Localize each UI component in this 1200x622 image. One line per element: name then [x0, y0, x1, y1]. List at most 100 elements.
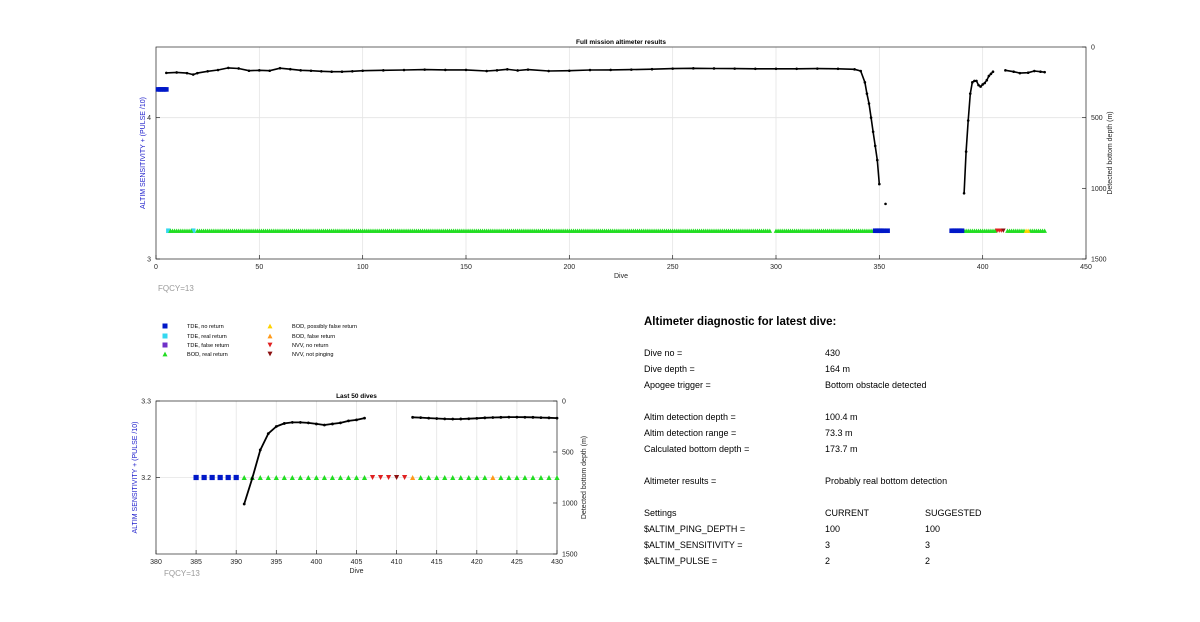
last50-marker-bod_real_return: [305, 475, 311, 480]
last50-marker-bod_real_return: [522, 475, 528, 480]
last50-marker-nvv_not_pinging: [394, 475, 400, 480]
settings-suggested: 100: [925, 524, 941, 534]
legend-label: BOD, false return: [292, 334, 335, 340]
full-depth-point: [966, 119, 970, 122]
last50-xtick-label: 425: [511, 559, 523, 566]
last50-marker-bod_real_return: [482, 475, 488, 480]
last50-marker-bod_real_return: [538, 475, 544, 480]
last50-depth-point: [427, 416, 431, 420]
last50-marker-bod_real_return: [546, 475, 552, 480]
last50-xtick-label: 395: [270, 559, 282, 566]
full-depth-point: [423, 68, 426, 71]
settings-header-label: Settings: [644, 508, 677, 518]
full-depth-point: [795, 67, 798, 71]
diagnostic-label: Dive depth =: [644, 364, 695, 374]
last50-marker-bod_real_return: [418, 475, 424, 480]
full-depth-point: [506, 68, 509, 71]
full-ytick-right-label: 500: [1091, 115, 1103, 122]
last50-depth-point: [266, 432, 270, 436]
full-depth-point: [989, 72, 993, 76]
last50-marker-bod_real_return: [265, 475, 271, 480]
last50-depth-point: [507, 415, 511, 419]
diagnostic-value: Probably real bottom detection: [825, 476, 948, 486]
full-xtick-label: 250: [667, 264, 679, 271]
full-depth-point: [836, 67, 840, 71]
full-depth-point: [289, 67, 292, 71]
last50-depth-point: [298, 421, 302, 424]
full-depth-point: [983, 81, 987, 85]
last50-marker-bod_real_return: [458, 475, 464, 480]
full-marker-nvv_not_pinging: [1001, 228, 1006, 233]
full-depth-point: [871, 130, 875, 134]
fqcy-label-bottom: FQCY=13: [164, 569, 200, 578]
full-depth-point: [977, 83, 980, 87]
legend-marker-1: [162, 333, 168, 339]
full-marker-tde_no_return: [885, 228, 890, 234]
full-ytick-right-label: 1500: [1091, 257, 1107, 264]
last50-depth-point: [315, 422, 318, 426]
full-marker-tde_no_return: [881, 228, 886, 234]
full-depth-point: [859, 69, 863, 73]
diagnostic-label: Apogee trigger =: [644, 380, 711, 390]
full-depth-line: [166, 67, 881, 185]
last50-marker-bod_real_return: [474, 475, 480, 480]
full-depth-point: [309, 69, 313, 73]
last50-marker-bod_real_return: [329, 475, 336, 480]
legend-marker-4: [267, 323, 273, 329]
last50-depth-point: [547, 416, 551, 420]
last50-marker-bod_real_return: [321, 475, 328, 480]
full-depth-point: [987, 74, 991, 78]
full-depth-point: [268, 69, 271, 73]
full-xtick-label: 400: [977, 264, 989, 271]
full-depth-point: [320, 70, 323, 73]
legend-label: BOD, possibly false return: [292, 324, 357, 330]
last50-depth-line: [243, 417, 365, 505]
diagnostic-label: Altimeter results =: [644, 476, 717, 486]
last50-depth-point: [290, 421, 294, 424]
full-depth-point: [547, 69, 550, 73]
full-xtick-label: 50: [255, 264, 263, 271]
last50-xtick-label: 415: [431, 559, 443, 566]
full-depth-point: [526, 68, 530, 71]
full-depth-point: [1026, 71, 1030, 75]
full-xtick-label: 350: [873, 264, 885, 271]
fqcy-label-top: FQCY=13: [158, 284, 194, 293]
last50-marker-bod_real_return: [426, 475, 432, 480]
diagnostic-label: Altim detection range =: [644, 428, 737, 438]
full-depth-point: [878, 182, 881, 186]
full-depth-point: [1043, 70, 1046, 74]
full-plot-border: [155, 46, 1087, 260]
full-depth-point: [968, 92, 972, 95]
full-depth-point: [237, 67, 240, 70]
full-depth-point: [351, 70, 354, 73]
full-marker-bod_possibly_false: [1025, 228, 1031, 233]
last50-depth-point: [258, 448, 262, 452]
last50-marker-bod_real_return: [506, 475, 512, 480]
full-xtick-label: 200: [563, 264, 575, 271]
full-xlabel: Dive: [614, 273, 628, 280]
last50-depth-point: [523, 415, 527, 419]
last50-xtick-label: 400: [311, 559, 323, 566]
full-depth-point: [330, 70, 333, 74]
full-depth-point: [485, 69, 488, 73]
last50-marker-bod_real_return: [466, 475, 472, 480]
last50-depth-point: [282, 422, 286, 425]
full-depth-point: [733, 67, 736, 70]
last50-depth-point: [419, 416, 423, 420]
full-depth-point: [979, 85, 982, 88]
legend-marker-5: [267, 333, 273, 339]
full-depth-point: [964, 150, 968, 153]
full-depth-point: [867, 102, 871, 105]
full-depth-point: [361, 69, 364, 73]
last50-depth-point: [250, 477, 254, 480]
last50-xtick-label: 420: [471, 559, 483, 566]
last50-depth-point: [555, 416, 559, 420]
last50-marker-nvv_no_return: [369, 475, 376, 480]
full-depth-point: [1039, 70, 1042, 74]
settings-current: 2: [825, 556, 831, 566]
last50-xtick-label: 390: [230, 559, 242, 566]
last50-depth-point: [467, 417, 471, 421]
last50-xtick-label: 380: [150, 559, 162, 566]
last50-marker-bod_false_return: [410, 475, 416, 480]
full-depth-point: [165, 71, 168, 75]
